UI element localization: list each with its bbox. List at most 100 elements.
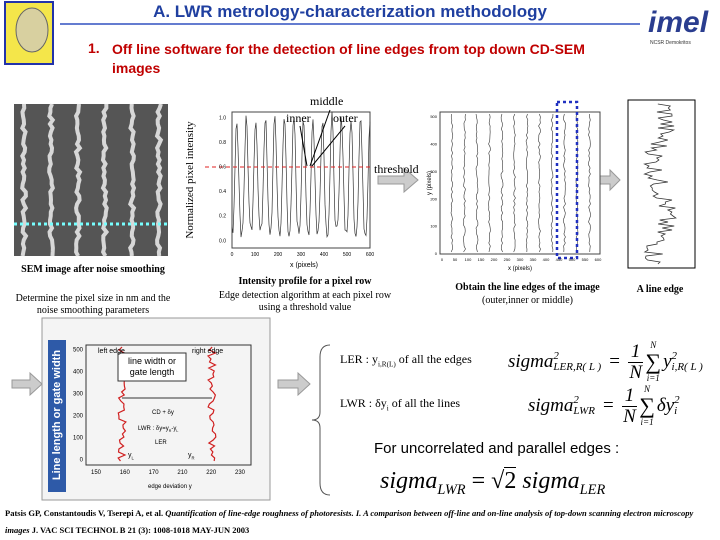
sub-group: 2 LWR (573, 395, 595, 417)
y-tick-label: 500 (430, 114, 437, 119)
lhs: sigma (528, 395, 574, 416)
citation: Patsis GP, Constantoudis V, Tserepi A, e… (5, 505, 715, 539)
text: LWR : δy (340, 396, 387, 410)
x-tick-label: 400 (320, 252, 329, 258)
label: LER (155, 440, 167, 446)
label-box (48, 340, 66, 492)
label: right edge (192, 348, 224, 355)
sem-image (14, 104, 168, 256)
sub: LER,R( L ) (553, 361, 602, 373)
plot-frame (85, 344, 252, 466)
caption: Determine the pixel size in nm and the n… (15, 293, 171, 316)
text: √ (491, 468, 505, 494)
sum: N ∑ i=1 (639, 384, 655, 428)
formula: sigma 2 LER,R( L ) = 1 N N ∑ i=1 y 2 i,R( L ) (508, 340, 703, 384)
authors: Patsis GP, Constantoudis V, Tserepi A, e… (5, 508, 166, 518)
y-tick-label: 0.4 (219, 189, 226, 195)
text: of all the edges (395, 352, 472, 366)
arrow (277, 371, 311, 397)
lhs: sigma (508, 351, 554, 372)
x-tick-label: 150 (478, 257, 485, 262)
x-tick-label: 210 (177, 470, 188, 476)
pointer (311, 125, 346, 167)
sup: 2 (671, 350, 678, 362)
logo-text: imel (648, 6, 709, 39)
y-label: y (pixels) (427, 171, 433, 196)
text: of all the lines (388, 396, 461, 410)
plot-frame (439, 111, 601, 255)
x-label: x (pixels) (290, 262, 319, 269)
edge-line (525, 113, 529, 253)
label: L (131, 455, 134, 461)
numerator: 1 (621, 385, 638, 407)
sem-line (73, 103, 83, 257)
x-tick-label: 400 (543, 257, 550, 262)
sigma: ∑ (639, 393, 655, 418)
edge-line (463, 113, 466, 253)
caption-title: A line edge (636, 284, 684, 295)
intensity-curve (231, 111, 371, 238)
edge-line (538, 113, 541, 253)
y-label: Line length or gate width (51, 349, 63, 481)
x-tick-label: 350 (530, 257, 537, 262)
sup: 2 (674, 394, 680, 406)
x-tick-label: 170 (149, 470, 160, 476)
text: i,R(L) (378, 360, 396, 369)
x-tick-label: 50 (453, 257, 458, 262)
journal: J. VAC SCI TECHNOL B 21 (3): 1008-1018 M… (29, 525, 250, 535)
edge-line (488, 113, 491, 253)
brace (311, 344, 331, 496)
x-tick-label: 300 (517, 257, 524, 262)
caption: (outer,inner or middle) (482, 295, 573, 306)
denominator: N (623, 405, 636, 427)
x-tick-label: 200 (274, 252, 283, 258)
sub: LWR (573, 405, 595, 417)
logo-sub: NCSR Demokritos (650, 40, 691, 46)
x-tick-label: 0 (441, 257, 444, 262)
y-tick-label: 500 (73, 348, 84, 354)
sum: N ∑ i=1 (645, 340, 661, 384)
caption-title: SEM image after noise smoothing (21, 264, 165, 275)
x-tick-label: 100 (251, 252, 260, 258)
title: A. LWR metrology-characterization method… (153, 2, 547, 21)
caption-title: Obtain the line edges of the image (455, 282, 600, 293)
label: -y (171, 426, 177, 432)
label: yL (128, 452, 134, 460)
sem-line (154, 103, 164, 257)
y-tick-label: 0.6 (219, 165, 226, 171)
term: δy (656, 395, 675, 416)
x-tick-label: 500 (569, 257, 576, 262)
y-label: Normalized pixel intensity (184, 121, 196, 239)
sub: i,R( L ) (671, 361, 703, 373)
pointer (299, 125, 308, 167)
annotation: threshold (374, 162, 419, 176)
edge-line (500, 113, 504, 253)
right-edge-line (206, 346, 217, 462)
y-tick-label: 0.0 (219, 238, 226, 244)
text: 2 (504, 467, 517, 494)
formula: sigma 2 LWR = 1 N N ∑ i=1 δy 2 i (528, 384, 680, 428)
sub-group: 2 LER,R( L ) (553, 351, 601, 373)
sum-bottom: i=1 (640, 417, 654, 427)
numerator: 1 (627, 341, 644, 363)
x-tick-label: 100 (465, 257, 472, 262)
text: LER : y (340, 352, 378, 366)
plot-frame (231, 111, 371, 249)
sem-lines (20, 103, 164, 257)
text: sigma (516, 468, 580, 494)
annotation: inner (286, 111, 311, 125)
x-tick-label: 300 (297, 252, 306, 258)
label: y (128, 452, 132, 459)
x-tick-label: 600 (366, 252, 375, 258)
x-label: edge deviation y (148, 484, 192, 490)
arrow (11, 371, 43, 397)
y-tick-label: 100 (73, 436, 84, 442)
line-edge-curve (643, 103, 677, 265)
sem-line (20, 103, 29, 257)
label: CD + δy (152, 410, 174, 416)
sum-top: N (650, 340, 657, 350)
